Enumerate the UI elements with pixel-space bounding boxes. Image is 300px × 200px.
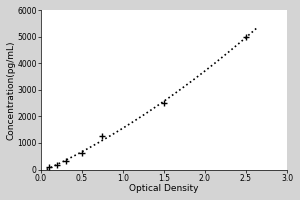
Y-axis label: Concentration(pg/mL): Concentration(pg/mL) [7, 40, 16, 140]
X-axis label: Optical Density: Optical Density [129, 184, 199, 193]
